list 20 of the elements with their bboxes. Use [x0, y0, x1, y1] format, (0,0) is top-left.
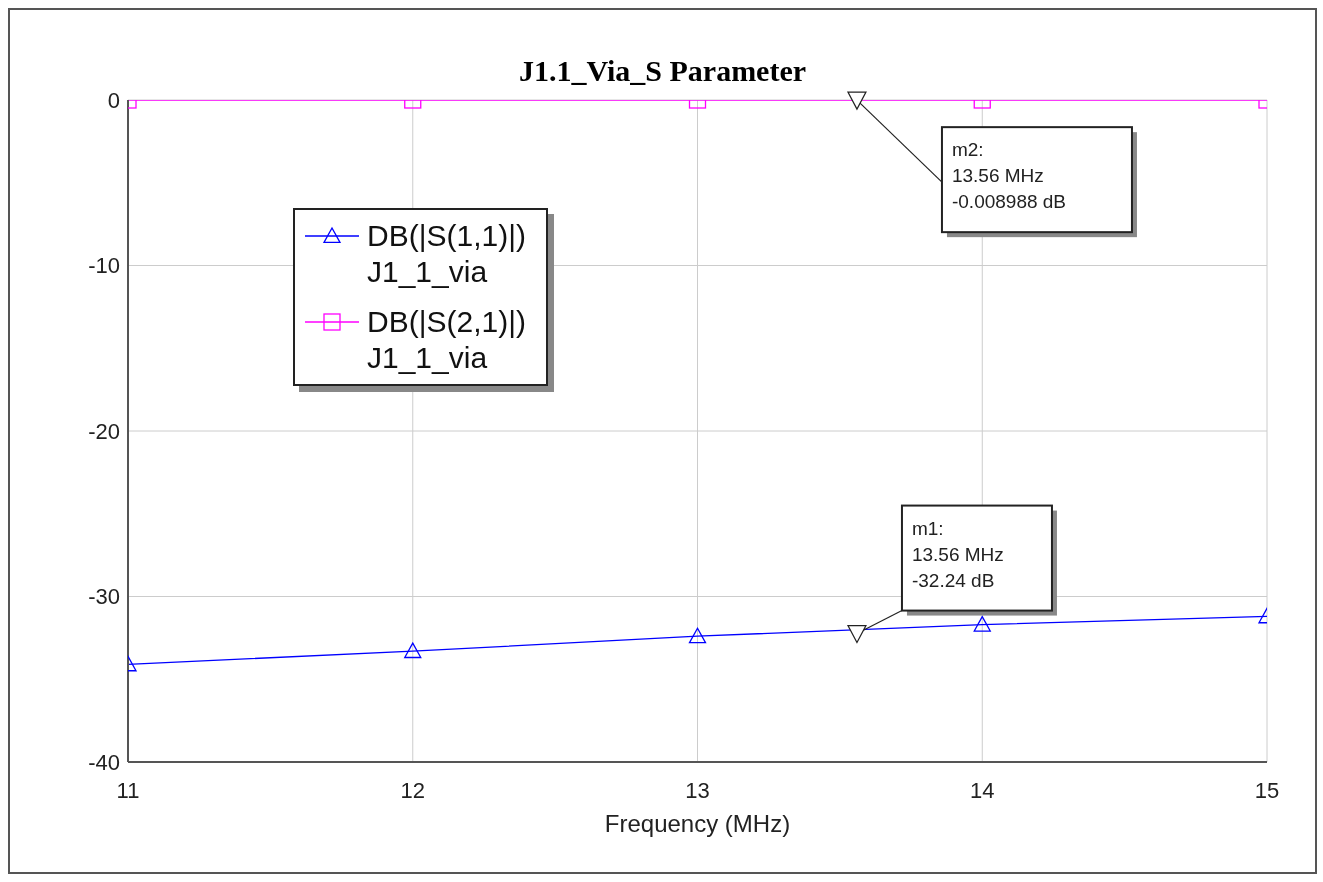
legend-label: DB(|S(1,1)|) J1_1_via — [367, 218, 526, 290]
annotation: m2: 13.56 MHz -0.008988 dB — [951, 139, 1067, 213]
x-tick-label: 15 — [1254, 777, 1280, 803]
legend-label: DB(|S(2,1)|) J1_1_via — [367, 304, 526, 376]
y-tick-label: 0 — [107, 87, 120, 113]
y-tick-label: -30 — [88, 584, 120, 610]
x-axis-title: Frequency (MHz) — [604, 810, 791, 837]
chart-title: J1.1_Via_S Parameter — [517, 54, 808, 88]
y-tick-label: -20 — [88, 418, 120, 444]
y-tick-label: -40 — [88, 749, 120, 775]
point — [973, 615, 991, 632]
point — [688, 627, 707, 644]
x-tick-label: 12 — [400, 777, 425, 803]
x-tick-label: 14 — [970, 777, 995, 803]
x-tick-label: 13 — [685, 777, 710, 803]
x-tick-label: 11 — [116, 777, 140, 803]
y-tick-label: -10 — [88, 253, 120, 279]
marker-callout: m2: 13.56 MHz -0.008988 dB — [846, 91, 1137, 238]
point — [404, 642, 422, 659]
annotation: m1: 13.56 MHz -32.24 dB — [911, 517, 1004, 591]
